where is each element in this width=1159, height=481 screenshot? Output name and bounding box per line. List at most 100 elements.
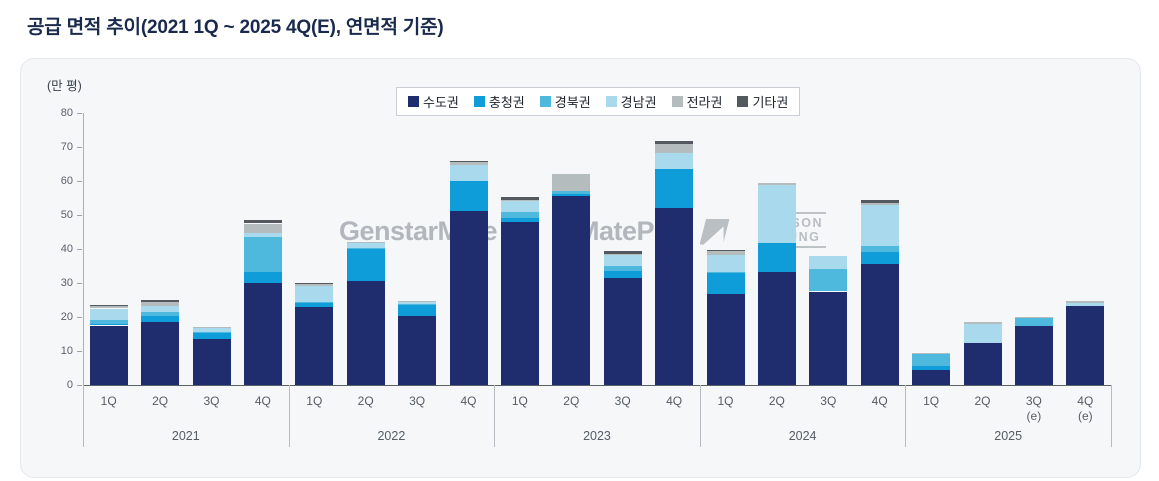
watermark-mateplus: MatePlus [577, 216, 730, 247]
bar-segment-전라권 [295, 283, 334, 287]
bar-segment-전라권 [552, 174, 591, 192]
legend-label: 전라권 [686, 95, 723, 110]
x-axis-quarter-label: 4Q [871, 394, 888, 408]
year-group-separator [494, 385, 496, 447]
x-axis-year-label: 2024 [788, 429, 817, 443]
legend-item-기타권: 기타권 [737, 92, 788, 111]
bar-segment-수도권 [757, 272, 796, 385]
bar-segment-기타권 [706, 250, 745, 252]
legend-item-수도권: 수도권 [408, 92, 459, 111]
bar-segment-경남권 [655, 152, 694, 170]
bar-segment-수도권 [449, 210, 488, 385]
bar-segment-경북권 [1014, 318, 1053, 326]
legend-swatch-icon [473, 96, 485, 107]
bar-segment-경북권 [706, 271, 745, 274]
bar-segment-경남권 [449, 165, 488, 181]
bar-segment-충청권 [757, 242, 796, 273]
x-axis-year-label: 2022 [377, 429, 406, 443]
x-axis-quarter-label: 3Q (e) [1009, 394, 1059, 424]
legend-swatch-icon [737, 96, 749, 107]
bar-segment-기타권 [243, 220, 282, 224]
bar-segment-기타권 [655, 140, 694, 145]
y-axis-tick [77, 181, 82, 182]
legend-item-전라권: 전라권 [671, 92, 723, 111]
legend-label: 충청권 [488, 95, 525, 110]
bar-segment-수도권 [89, 325, 128, 385]
y-axis-tick-label: 70 [60, 141, 73, 153]
legend-swatch-icon [408, 96, 419, 107]
y-axis-tick-label: 40 [60, 243, 73, 255]
x-axis-quarter-label: 1Q [306, 394, 323, 408]
bar-segment-경남권 [1066, 303, 1105, 307]
bar-segment-수도권 [1014, 325, 1053, 385]
year-group-separator [1111, 385, 1112, 447]
bar-segment-전라권 [603, 254, 642, 255]
legend-label: 기타권 [752, 95, 789, 110]
chart-card: (만 평) 수도권 충청권 경북권 경남권 전라권 기타권 GenstarMate Mat… [20, 58, 1141, 478]
bar-segment-경북권 [809, 269, 848, 292]
bar-segment-경남권 [809, 255, 848, 270]
y-axis-tick [77, 317, 82, 318]
y-axis-tick-label: 60 [60, 175, 73, 187]
bar-segment-경북권 [141, 311, 180, 316]
bar-segment-충청권 [141, 315, 180, 322]
x-axis-quarter-label: 3Q [820, 394, 837, 408]
bar-segment-충청권 [912, 365, 951, 371]
x-axis-quarter-label: 4Q (e) [1060, 394, 1110, 424]
y-axis-tick [77, 147, 82, 148]
y-axis-tick [77, 385, 82, 386]
x-axis-quarter-label: 3Q [203, 394, 220, 408]
bar-segment-경남권 [243, 233, 282, 237]
bar-segment-경북권 [500, 211, 539, 219]
y-axis-tick-label: 30 [60, 277, 73, 289]
bar-segment-경남권 [706, 255, 745, 272]
x-axis-quarter-sublabel: (e) [1026, 409, 1042, 423]
bar-segment-전라권 [141, 301, 180, 306]
legend-swatch-icon [671, 96, 683, 107]
bar-segment-충청권 [295, 302, 334, 307]
x-axis-line [83, 385, 1111, 386]
bar-segment-전라권 [860, 203, 899, 205]
bar-segment-전라권 [912, 352, 951, 354]
x-axis-quarter-sublabel: (e) [1077, 409, 1093, 423]
x-axis-quarter-label: 1Q [100, 394, 117, 408]
bar-segment-경북권 [860, 245, 899, 253]
bar-segment-수도권 [706, 293, 745, 385]
x-axis-year-label: 2021 [171, 429, 200, 443]
legend-label: 경남권 [620, 95, 657, 110]
bar-segment-경북권 [192, 331, 231, 333]
bar-segment-전라권 [398, 301, 437, 303]
x-axis-quarter-label: 3Q [409, 394, 426, 408]
y-axis-unit-label: (만 평) [47, 79, 82, 93]
y-axis-tick-label: 50 [60, 209, 73, 221]
y-axis-tick [77, 249, 82, 250]
chart-legend: 수도권 충청권 경북권 경남권 전라권 기타권 [396, 87, 801, 116]
bar-segment-전라권 [500, 200, 539, 202]
y-axis-tick-label: 10 [60, 345, 73, 357]
bar-segment-기타권 [449, 160, 488, 162]
x-axis-quarter-label: 1Q [717, 394, 734, 408]
bar-segment-수도권 [398, 316, 437, 385]
bar-segment-전라권 [757, 182, 796, 185]
bar-segment-전라권 [192, 326, 231, 329]
bar-segment-경남권 [757, 184, 796, 243]
bar-segment-경남권 [963, 323, 1002, 343]
page-title: 공급 면적 추이(2021 1Q ~ 2025 4Q(E), 연면적 기준) [27, 17, 444, 38]
legend-item-경남권: 경남권 [605, 92, 657, 111]
y-axis-line [83, 113, 84, 385]
bar-segment-전라권 [706, 251, 745, 256]
bar-segment-충청권 [655, 169, 694, 208]
bar-segment-경남권 [192, 328, 231, 332]
bar-segment-전라권 [346, 242, 385, 244]
bar-segment-충청권 [706, 273, 745, 294]
bar-segment-경북권 [398, 303, 437, 305]
bar-segment-경남권 [603, 254, 642, 267]
bar-segment-수도권 [295, 306, 334, 385]
x-axis-quarter-label: 4Q [666, 394, 683, 408]
legend-item-충청권: 충청권 [473, 92, 525, 111]
bar-segment-전라권 [89, 306, 128, 309]
x-axis-quarter-label: 2Q [357, 394, 374, 408]
bar-segment-기타권 [141, 300, 180, 302]
bar-segment-수도권 [243, 283, 282, 385]
bar-segment-충청권 [449, 181, 488, 211]
